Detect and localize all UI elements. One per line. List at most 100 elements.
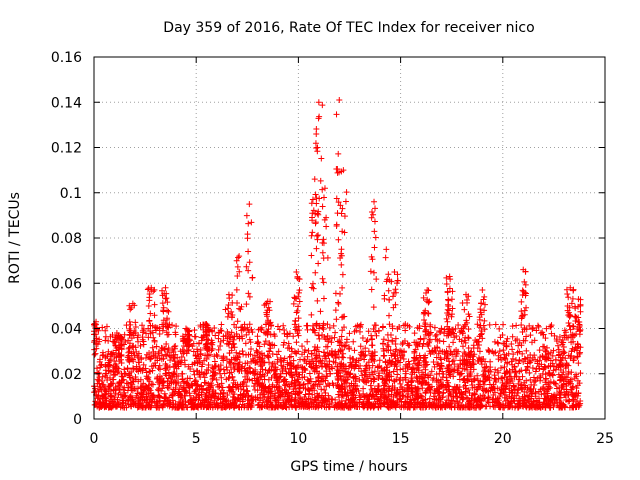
data-point <box>505 350 512 357</box>
data-point <box>458 370 465 377</box>
data-point <box>290 357 297 364</box>
y-tick-label: 0.06 <box>51 276 82 292</box>
data-point <box>102 362 109 369</box>
data-point <box>471 390 478 397</box>
data-point <box>309 391 316 398</box>
data-point <box>482 358 489 365</box>
data-point <box>108 350 115 357</box>
data-point <box>422 362 429 369</box>
data-point <box>577 349 584 356</box>
data-point <box>439 404 446 411</box>
data-point <box>427 389 434 396</box>
x-axis-label: GPS time / hours <box>290 459 407 475</box>
data-point <box>412 360 419 367</box>
data-point <box>369 362 376 369</box>
data-point <box>381 352 388 359</box>
data-point <box>287 369 294 376</box>
data-point <box>198 382 205 389</box>
data-point <box>96 374 103 381</box>
data-point <box>332 354 339 361</box>
y-tick-label: 0.02 <box>51 367 82 383</box>
data-point <box>190 368 197 375</box>
data-point <box>394 386 401 393</box>
data-point <box>216 383 223 390</box>
data-point <box>118 402 125 409</box>
data-point <box>443 397 450 404</box>
x-tick-label: 15 <box>392 431 410 447</box>
data-point <box>239 348 246 355</box>
data-point <box>384 364 391 371</box>
data-point <box>235 386 242 393</box>
data-point <box>531 352 538 359</box>
chart-title: Day 359 of 2016, Rate Of TEC Index for r… <box>163 20 534 36</box>
data-point <box>154 386 161 393</box>
data-point <box>512 357 519 364</box>
data-point <box>134 385 141 392</box>
data-point <box>463 394 470 401</box>
data-point <box>330 358 337 365</box>
data-point <box>249 397 256 404</box>
data-point <box>126 355 133 362</box>
x-tick-label: 10 <box>289 431 307 447</box>
data-point <box>519 373 526 380</box>
data-point <box>350 375 357 382</box>
data-point <box>167 357 174 364</box>
data-point <box>404 384 411 391</box>
y-tick-label: 0.08 <box>51 231 82 247</box>
data-point <box>254 387 261 394</box>
data-point <box>235 353 242 360</box>
data-point <box>342 397 349 404</box>
data-point <box>536 372 543 379</box>
data-point <box>154 404 161 411</box>
data-point <box>172 384 179 391</box>
data-point <box>220 366 227 373</box>
data-point <box>251 352 258 359</box>
data-point <box>551 380 558 387</box>
data-point <box>340 393 347 400</box>
data-point <box>411 369 418 376</box>
data-point <box>175 372 182 379</box>
data-point <box>443 377 450 384</box>
data-point <box>261 352 268 359</box>
data-point <box>501 363 508 370</box>
data-point <box>91 351 98 358</box>
data-point <box>140 361 147 368</box>
data-point <box>257 363 264 370</box>
data-point <box>274 356 281 363</box>
data-point <box>145 390 152 397</box>
data-point <box>478 361 485 368</box>
data-point <box>365 348 372 355</box>
x-tick-label: 25 <box>596 431 614 447</box>
y-tick-label: 0.1 <box>60 186 82 202</box>
data-point <box>364 395 371 402</box>
data-point <box>199 361 206 368</box>
data-point <box>311 394 318 401</box>
data-point <box>422 389 429 396</box>
data-point <box>201 379 208 386</box>
data-point <box>358 349 365 356</box>
data-point <box>275 348 282 355</box>
y-tick-label: 0 <box>73 412 82 428</box>
data-point <box>170 403 177 410</box>
x-tick-label: 5 <box>192 431 201 447</box>
data-point <box>450 357 457 364</box>
data-point <box>165 383 172 390</box>
data-point <box>230 379 237 386</box>
data-point <box>526 369 533 376</box>
data-point <box>249 370 256 377</box>
data-point <box>172 360 179 367</box>
data-point <box>414 375 421 382</box>
data-point <box>560 348 567 355</box>
data-point <box>561 349 568 356</box>
data-point <box>329 380 336 387</box>
data-point <box>93 365 100 372</box>
data-point <box>461 375 468 382</box>
data-point <box>142 383 149 390</box>
data-point <box>205 367 212 374</box>
data-point <box>521 379 528 386</box>
data-point <box>480 381 487 388</box>
data-point <box>549 352 556 359</box>
data-point <box>325 380 332 387</box>
data-point <box>410 357 417 364</box>
data-point <box>515 360 522 367</box>
